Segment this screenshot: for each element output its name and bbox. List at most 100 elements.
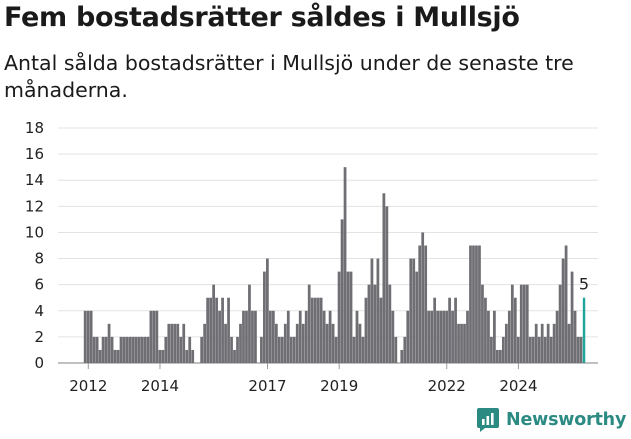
y-tick-label: 14 — [25, 171, 44, 189]
highlight-value-label: 5 — [579, 275, 589, 294]
bar — [322, 310, 326, 363]
bar — [134, 336, 138, 363]
bar — [352, 336, 356, 363]
bar — [409, 258, 413, 363]
bar — [436, 310, 440, 363]
bar — [364, 297, 368, 363]
bar — [573, 310, 577, 363]
bar — [206, 297, 210, 363]
bar — [131, 336, 135, 363]
y-tick-label: 16 — [25, 145, 44, 163]
bar — [355, 310, 359, 363]
bar — [325, 323, 329, 363]
bar — [245, 310, 248, 363]
bar — [385, 206, 389, 363]
bar — [179, 336, 183, 363]
bar — [445, 310, 448, 363]
bar — [328, 310, 332, 363]
bar — [487, 310, 490, 363]
bar — [185, 349, 189, 363]
bar — [233, 349, 236, 363]
bar — [319, 297, 323, 363]
bar — [149, 310, 153, 363]
bar — [164, 336, 168, 363]
bar — [140, 336, 144, 363]
bar — [116, 349, 120, 363]
bar — [394, 336, 398, 363]
bar — [507, 310, 511, 363]
bar — [343, 167, 347, 363]
bar — [122, 336, 126, 363]
newsworthy-logo: Newsworthy — [476, 407, 626, 433]
bar — [501, 336, 505, 363]
bar — [478, 245, 481, 363]
bar — [137, 336, 141, 363]
bar — [382, 193, 386, 363]
bar — [104, 336, 108, 363]
bar — [239, 323, 242, 363]
bar — [430, 310, 434, 363]
bar — [558, 284, 562, 363]
y-tick-label: 6 — [34, 276, 44, 294]
bar — [83, 310, 87, 363]
bar — [86, 310, 90, 363]
bar — [481, 284, 484, 363]
bar — [242, 310, 245, 363]
bar — [552, 323, 556, 363]
bar — [107, 323, 111, 363]
bar — [310, 297, 314, 363]
x-tick-label: 2012 — [69, 377, 107, 395]
bar — [451, 310, 454, 363]
chart-title: Fem bostadsrätter såldes i Mullsjö — [4, 2, 520, 33]
bar — [475, 245, 478, 363]
bar — [161, 349, 165, 363]
bar — [304, 310, 308, 363]
bar — [182, 323, 186, 363]
bar — [388, 284, 392, 363]
bar — [406, 310, 410, 363]
bar — [203, 323, 207, 363]
bar — [448, 297, 451, 363]
bar — [439, 310, 443, 363]
bar — [373, 284, 377, 363]
bar — [230, 336, 233, 363]
bar — [540, 323, 544, 363]
bar — [579, 336, 583, 363]
bar — [519, 284, 523, 363]
bar — [113, 349, 117, 363]
bar — [212, 284, 215, 363]
bar — [534, 323, 538, 363]
x-tick-label: 2019 — [320, 377, 358, 395]
bar — [128, 336, 132, 363]
bar — [221, 297, 224, 363]
bar — [95, 336, 99, 363]
bar — [146, 336, 150, 363]
bars — [83, 167, 586, 363]
bar — [316, 297, 320, 363]
x-axis-labels: 2012 2014 2017 2019 2022 2024 — [69, 363, 538, 395]
bar — [349, 271, 353, 363]
y-tick-label: 10 — [25, 223, 44, 241]
bar — [421, 232, 425, 363]
bar — [110, 336, 114, 363]
bar — [525, 284, 529, 363]
bar — [537, 336, 541, 363]
bar — [490, 336, 493, 363]
bar — [346, 271, 350, 363]
bar — [271, 310, 275, 363]
y-tick-label: 4 — [34, 302, 44, 320]
bar — [376, 258, 380, 363]
bar — [528, 336, 532, 363]
bar — [209, 297, 213, 363]
bar — [224, 323, 227, 363]
bar — [286, 310, 290, 363]
y-tick-label: 18 — [25, 119, 44, 137]
bar — [277, 336, 281, 363]
x-tick-label: 2017 — [248, 377, 286, 395]
bar — [427, 310, 431, 363]
bar — [442, 310, 445, 363]
bar — [89, 310, 93, 363]
bar — [266, 258, 269, 363]
annotations: 5 — [579, 275, 589, 294]
bar — [236, 336, 239, 363]
